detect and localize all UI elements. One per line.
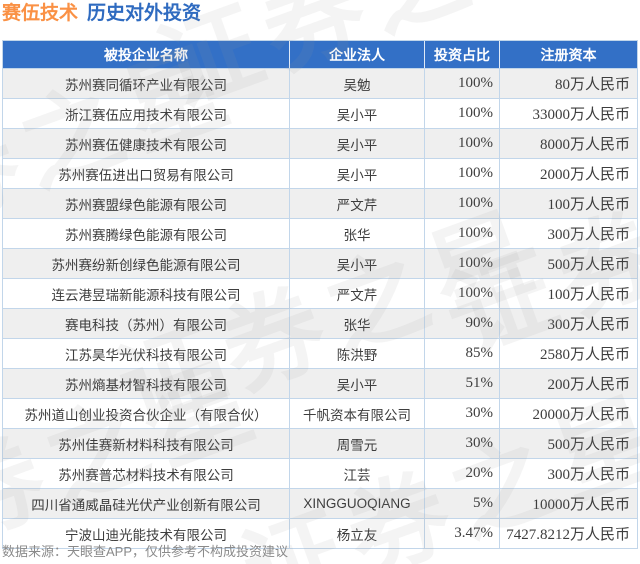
company-name-cell: 赛电科技（苏州）有限公司 — [3, 309, 290, 338]
investment-ratio-cell: 3.47% — [425, 519, 500, 548]
investment-ratio-cell: 51% — [425, 369, 500, 398]
registered-capital-cell: 300万人民币 — [547, 467, 630, 483]
investment-ratio-cell: 100% — [425, 159, 500, 188]
legal-person-cell: 杨立友 — [290, 519, 425, 548]
legal-person-cell: 吴小平 — [290, 369, 425, 398]
company-name-cell: 浙江赛伍应用技术有限公司 — [3, 99, 290, 128]
legal-person-cell: 吴小平 — [290, 159, 425, 188]
header-registered-capital: 注册资本 — [540, 46, 597, 63]
legal-person-cell: XINGGUOQIANG — [290, 489, 425, 518]
investment-ratio-cell: 100% — [425, 219, 500, 248]
table-row: 苏州赛普芯材料技术有限公司 江芸 20% 300万人民币 — [3, 458, 637, 488]
investment-ratio-cell: 100% — [425, 69, 500, 98]
header-legal-person: 企业法人 — [290, 41, 425, 68]
table-row: 苏州赛纷新创绿色能源有限公司 吴小平 100% 500万人民币 — [3, 248, 637, 278]
registered-capital-cell: 2000万人民币 — [539, 167, 630, 183]
registered-capital-cell: 100万人民币 — [547, 287, 630, 303]
table-row: 连云港昱瑞新能源科技有限公司 严文芹 100% 100万人民币 — [3, 278, 637, 308]
company-name-cell: 苏州赛普芯材料技术有限公司 — [3, 459, 290, 488]
company-name-cell: 苏州道山创业投资合伙企业（有限合伙） — [3, 399, 290, 428]
table-row: 苏州赛腾绿色能源有限公司 张华 100% 300万人民币 — [3, 218, 637, 248]
company-name-cell: 苏州赛腾绿色能源有限公司 — [3, 219, 290, 248]
company-name-cell: 苏州熵基材智科技有限公司 — [3, 369, 290, 398]
investment-ratio-cell: 100% — [425, 99, 500, 128]
registered-capital-cell: 100万人民币 — [547, 197, 630, 213]
table-row: 宁波山迪光能技术有限公司 杨立友 3.47% 7427.8212万人民币 — [3, 518, 637, 548]
legal-person-cell: 吴小平 — [290, 249, 425, 278]
company-name-cell: 苏州赛同循环产业有限公司 — [3, 69, 290, 98]
legal-person-cell: 张华 — [290, 219, 425, 248]
table-body: 苏州赛同循环产业有限公司 吴勉 100% 80万人民币 浙江赛伍应用技术有限公司 吴小平 1… — [3, 68, 637, 548]
investment-ratio-cell: 30% — [425, 429, 500, 458]
table-row: 江苏昊华光伏科技有限公司 陈洪野 85% 2580万人民币 — [3, 338, 637, 368]
company-name-cell: 苏州佳赛新材料科技有限公司 — [3, 429, 290, 458]
table-row: 苏州赛伍进出口贸易有限公司 吴小平 100% 2000万人民币 — [3, 158, 637, 188]
registered-capital-cell: 80万人民币 — [554, 77, 630, 93]
investment-table: 被投企业名称 企业法人 投资占比 注册资本 苏州赛同循环产业有限公司 吴勉 100%… — [2, 40, 638, 549]
company-name-cell: 苏州赛伍健康技术有限公司 — [3, 129, 290, 158]
legal-person-cell: 严文芹 — [290, 279, 425, 308]
legal-person-cell: 张华 — [290, 309, 425, 338]
company-name-cell: 苏州赛伍进出口贸易有限公司 — [3, 159, 290, 188]
registered-capital-cell: 10000万人民币 — [532, 497, 630, 513]
legal-person-cell: 周雪元 — [290, 429, 425, 458]
investment-ratio-cell: 100% — [425, 279, 500, 308]
legal-person-cell: 严文芹 — [290, 189, 425, 218]
investment-ratio-cell: 30% — [425, 399, 500, 428]
data-source-note: 数据来源：天眼查APP，仅供参考不构成投资建议 — [2, 544, 289, 559]
table-row: 苏州赛伍健康技术有限公司 吴小平 100% 8000万人民币 — [3, 128, 637, 158]
company-name-cell: 连云港昱瑞新能源科技有限公司 — [3, 279, 290, 308]
investment-ratio-cell: 85% — [425, 339, 500, 368]
table-row: 苏州赛盟绿色能源有限公司 严文芹 100% 100万人民币 — [3, 188, 637, 218]
registered-capital-cell: 8000万人民币 — [539, 137, 630, 153]
table-row: 四川省通威晶硅光伏产业创新有限公司 XINGGUOQIANG 5% 10000万人民币 — [3, 488, 637, 518]
investment-ratio-cell: 100% — [425, 129, 500, 158]
company-name-cell: 江苏昊华光伏科技有限公司 — [3, 339, 290, 368]
registered-capital-cell: 500万人民币 — [547, 257, 630, 273]
investment-ratio-cell: 20% — [425, 459, 500, 488]
legal-person-cell: 江芸 — [290, 459, 425, 488]
header-company-name: 被投企业名称 — [3, 41, 290, 68]
company-name-cell: 苏州赛盟绿色能源有限公司 — [3, 189, 290, 218]
company-name-cell: 宁波山迪光能技术有限公司 — [3, 519, 290, 548]
legal-person-cell: 吴小平 — [290, 99, 425, 128]
investment-ratio-cell: 90% — [425, 309, 500, 338]
registered-capital-cell: 300万人民币 — [547, 227, 630, 243]
table-row: 赛电科技（苏州）有限公司 张华 90% 300万人民币 — [3, 308, 637, 338]
table-row: 苏州赛同循环产业有限公司 吴勉 100% 80万人民币 — [3, 68, 637, 98]
header-investment-ratio: 投资占比 — [425, 41, 500, 68]
company-name: 赛伍技术 — [2, 3, 79, 24]
legal-person-cell: 吴勉 — [290, 69, 425, 98]
registered-capital-cell: 500万人民币 — [547, 437, 630, 453]
legal-person-cell: 吴小平 — [290, 129, 425, 158]
registered-capital-cell: 7427.8212万人民币 — [506, 527, 630, 543]
table-header-row: 被投企业名称 企业法人 投资占比 注册资本 — [3, 41, 637, 68]
section-title: 历史对外投资 — [87, 3, 202, 24]
legal-person-cell: 千帆资本有限公司 — [290, 399, 425, 428]
investment-ratio-cell: 5% — [425, 489, 500, 518]
registered-capital-cell: 2580万人民币 — [539, 347, 630, 363]
registered-capital-cell: 20000万人民币 — [532, 407, 630, 423]
company-name-cell: 苏州赛纷新创绿色能源有限公司 — [3, 249, 290, 278]
investment-ratio-cell: 100% — [425, 249, 500, 278]
company-name-cell: 四川省通威晶硅光伏产业创新有限公司 — [3, 489, 290, 518]
legal-person-cell: 陈洪野 — [290, 339, 425, 368]
table-row: 苏州佳赛新材料科技有限公司 周雪元 30% 500万人民币 — [3, 428, 637, 458]
investment-ratio-cell: 100% — [425, 189, 500, 218]
table-row: 苏州熵基材智科技有限公司 吴小平 51% 200万人民币 — [3, 368, 637, 398]
registered-capital-cell: 200万人民币 — [547, 377, 630, 393]
registered-capital-cell: 33000万人民币 — [532, 107, 630, 123]
table-row: 浙江赛伍应用技术有限公司 吴小平 100% 33000万人民币 — [3, 98, 637, 128]
table-row: 苏州道山创业投资合伙企业（有限合伙） 千帆资本有限公司 30% 20000万人民币 — [3, 398, 637, 428]
page-title: 赛伍技术 历史对外投资 — [2, 2, 201, 26]
registered-capital-cell: 300万人民币 — [547, 317, 630, 333]
